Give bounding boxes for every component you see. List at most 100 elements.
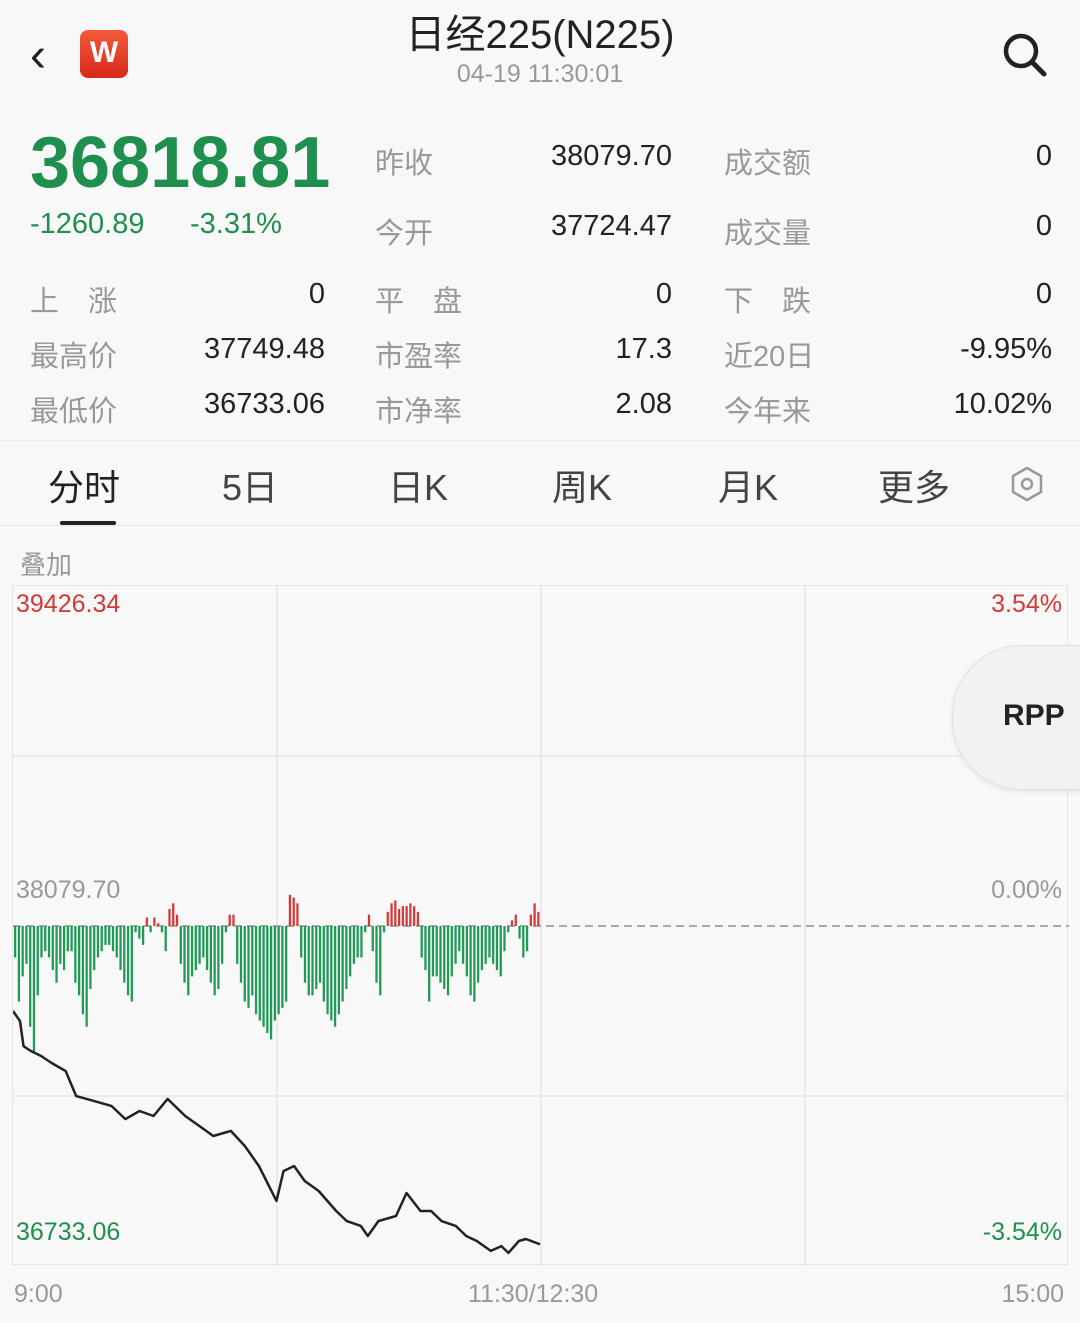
volume-bar [228,914,231,926]
volume-bar [77,926,81,996]
volume-bar [74,926,77,983]
volume-bar [386,911,389,926]
stat-value: -9.95% [960,333,1052,365]
volume-bar [123,926,126,983]
volume-bar [277,926,280,1015]
volume-bar [243,926,246,1002]
volume-bar [138,926,141,939]
volume-bar [394,900,397,926]
volume-bar [431,926,435,977]
volume-bar [345,926,348,989]
volume-bar [285,926,288,1002]
stat-value: 0 [1035,210,1052,242]
volume-bar [141,926,145,945]
x-label-end: 15:00 [1001,1280,1064,1308]
volume-bar [32,926,36,1052]
tab-weekly-k[interactable]: 周K [552,467,613,508]
volume-bar [85,926,88,1027]
volume-bar [330,926,333,1021]
stat-value: 17.3 [615,333,672,365]
volume-bar [518,926,521,939]
volume-bar [446,926,450,996]
volume-bar [160,926,164,933]
volume-bar [450,926,453,977]
search-button[interactable] [1000,30,1050,80]
stat-value: 10.02% [953,388,1052,420]
volume-bar [232,914,235,926]
volume-bar [371,926,374,952]
volume-bar [458,926,461,952]
x-label-start: 9:00 [14,1280,63,1308]
volume-bar [510,920,514,926]
tab-5day[interactable]: 5日 [222,467,279,508]
volume-bar [51,926,54,971]
stat-label: 最低价 [30,396,118,428]
tab-monthly-k[interactable]: 月K [718,467,779,508]
tab-intraday[interactable]: 分时 [48,467,121,508]
stat-label: 市净率 [375,396,463,428]
volume-bar [281,926,284,1008]
volume-bar [224,926,228,933]
volume-bar [70,926,73,952]
volume-bar [318,926,322,983]
volume-bar [360,926,363,958]
volume-bar [322,926,325,1002]
hexagon-settings-icon[interactable] [1008,465,1046,503]
volume-bar [375,926,378,983]
volume-bar [153,917,156,926]
volume-bar [469,926,472,996]
tab-daily-k[interactable]: 日K [388,467,449,508]
volume-bar [503,926,506,952]
volume-bar [213,926,216,996]
volume-bar [179,926,182,964]
x-label-mid: 11:30/12:30 [468,1280,599,1308]
volume-bar [172,903,175,926]
volume-bar [484,926,487,964]
volume-bar [126,926,130,996]
volume-bar [367,914,371,926]
chart-tabs: 分时 5日 日K 周K 月K 更多 [0,440,1080,526]
stat-label: 平 盘 [375,286,463,318]
pct-label-top: 3.54% [991,590,1062,618]
volume-bar [311,926,314,996]
tab-more[interactable]: 更多 [878,467,951,508]
stat-value: 2.08 [615,388,672,420]
stat-label: 市盈率 [375,341,463,373]
volume-bar [198,926,201,964]
rpp-button[interactable]: RPP [952,645,1080,790]
volume-bar [104,926,107,945]
price-change-percent: -3.31% [190,208,282,240]
stat-label: 最高价 [30,341,118,373]
volume-bar [439,926,442,983]
volume-bar [40,926,43,958]
volume-bar [428,926,431,1002]
y-label-bottom: 36733.06 [16,1218,121,1246]
volume-bar [149,926,152,933]
stat-label: 今年来 [724,396,812,428]
volume-bar [236,926,239,964]
volume-bar [66,926,69,952]
volume-bar [454,926,457,964]
volume-bar [326,926,329,1015]
volume-bar [194,926,197,971]
volume-bar [111,926,115,952]
stat-label: 今开 [375,218,434,250]
current-price: 36818.81 [30,123,331,203]
volume-bar [273,926,276,1021]
volume-bar [145,917,149,926]
volume-bar [269,926,273,1040]
volume-bar [488,926,491,958]
volume-bar [209,926,213,983]
active-tab-indicator [60,521,116,525]
volume-bar [81,926,85,1015]
back-button[interactable]: ‹ [30,28,46,83]
volume-bar [17,926,21,1002]
stat-value: 38079.70 [551,140,672,172]
stat-value: 37749.48 [204,333,325,365]
volume-bar [93,926,96,971]
y-label-top: 39426.34 [16,590,121,618]
stat-value: 36733.06 [204,388,325,420]
overlay-button[interactable]: 叠加 [20,550,73,580]
volume-bar [352,926,356,964]
intraday-chart [11,585,1069,1266]
